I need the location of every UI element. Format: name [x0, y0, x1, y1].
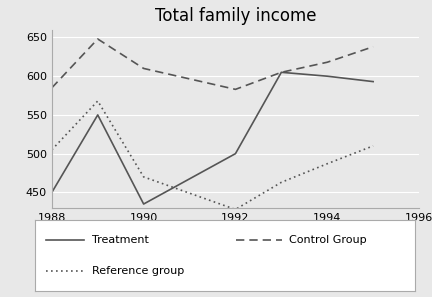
Text: Control Group: Control Group: [289, 235, 367, 245]
Title: Total family income: Total family income: [155, 7, 316, 25]
X-axis label: year: year: [223, 228, 248, 238]
Text: Reference group: Reference group: [92, 266, 184, 276]
Text: Treatment: Treatment: [92, 235, 149, 245]
